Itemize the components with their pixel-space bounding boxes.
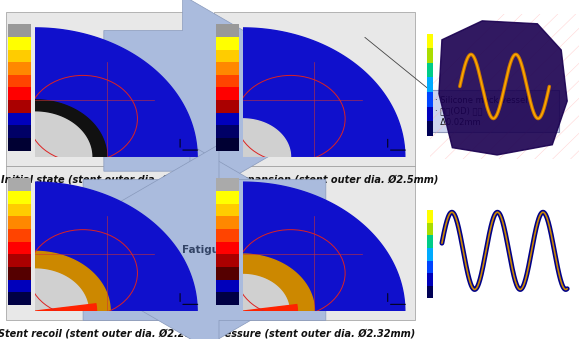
Bar — [8, 75, 31, 87]
Text: Pressure (stent outer dia. Ø2.32mm): Pressure (stent outer dia. Ø2.32mm) — [214, 329, 415, 339]
Bar — [215, 125, 239, 138]
Bar — [8, 267, 31, 280]
Polygon shape — [243, 182, 405, 311]
Bar — [8, 37, 31, 49]
Bar — [215, 254, 239, 267]
Bar — [427, 223, 433, 235]
FancyBboxPatch shape — [37, 144, 326, 339]
Bar — [427, 235, 433, 248]
Bar — [215, 100, 239, 113]
Bar — [427, 106, 433, 121]
Bar — [8, 49, 31, 62]
Bar — [427, 261, 433, 273]
Text: · 외경(OD) 변화: · 외경(OD) 변화 — [435, 107, 482, 116]
Bar — [215, 138, 239, 151]
Bar — [215, 280, 239, 292]
Bar — [215, 216, 239, 229]
Text: Fatigue: Fatigue — [183, 245, 226, 255]
Polygon shape — [243, 305, 297, 311]
Polygon shape — [35, 268, 90, 311]
Polygon shape — [35, 304, 97, 311]
Bar — [215, 267, 239, 280]
Bar — [8, 125, 31, 138]
Bar — [215, 87, 239, 100]
Bar — [6, 12, 208, 166]
Text: Balloon expansion (stent outer dia. Ø2.5mm): Balloon expansion (stent outer dia. Ø2.5… — [190, 175, 439, 185]
Bar — [8, 113, 31, 125]
Text: · Silicone mock vessel: · Silicone mock vessel — [435, 96, 527, 105]
Polygon shape — [243, 28, 405, 157]
Bar — [427, 78, 433, 92]
Bar — [427, 121, 433, 136]
Bar — [427, 210, 433, 223]
Bar — [8, 87, 31, 100]
Polygon shape — [35, 252, 110, 311]
Bar — [8, 254, 31, 267]
Bar — [6, 166, 208, 320]
Bar — [8, 204, 31, 216]
Polygon shape — [35, 100, 106, 157]
Bar — [215, 229, 239, 242]
Bar — [215, 37, 239, 49]
Bar — [427, 92, 433, 106]
Bar — [215, 191, 239, 204]
Bar — [427, 248, 433, 261]
Text: Stent recoil (stent outer dia. Ø2.27mm): Stent recoil (stent outer dia. Ø2.27mm) — [0, 329, 216, 339]
Bar — [8, 191, 31, 204]
Bar — [8, 292, 31, 305]
Polygon shape — [35, 105, 100, 157]
Polygon shape — [35, 182, 197, 311]
Bar — [8, 242, 31, 254]
Polygon shape — [35, 28, 197, 157]
Bar — [427, 48, 433, 63]
Bar — [215, 178, 239, 191]
Polygon shape — [243, 119, 291, 157]
Bar — [214, 12, 415, 166]
Bar — [8, 62, 31, 75]
Bar — [8, 138, 31, 151]
Bar — [215, 113, 239, 125]
FancyBboxPatch shape — [83, 144, 372, 339]
Bar — [215, 24, 239, 37]
Text: Δ0.02mm: Δ0.02mm — [435, 118, 480, 127]
Bar — [8, 100, 31, 113]
Polygon shape — [439, 21, 567, 155]
FancyBboxPatch shape — [104, 0, 364, 206]
Bar — [427, 286, 433, 298]
Bar — [215, 292, 239, 305]
Bar — [8, 229, 31, 242]
Bar — [8, 216, 31, 229]
Bar — [427, 273, 433, 286]
Bar — [214, 166, 415, 320]
Bar — [215, 75, 239, 87]
Bar — [8, 280, 31, 292]
Bar — [8, 24, 31, 37]
Bar — [427, 63, 433, 78]
Bar — [8, 178, 31, 191]
Bar — [215, 204, 239, 216]
FancyBboxPatch shape — [427, 90, 559, 132]
Polygon shape — [243, 254, 314, 311]
Polygon shape — [243, 273, 291, 311]
Bar — [215, 49, 239, 62]
Bar — [427, 34, 433, 48]
Bar — [215, 62, 239, 75]
Text: Initial state (stent outer dia. Ø1.6mm): Initial state (stent outer dia. Ø1.6mm) — [1, 175, 212, 184]
Bar — [215, 242, 239, 254]
